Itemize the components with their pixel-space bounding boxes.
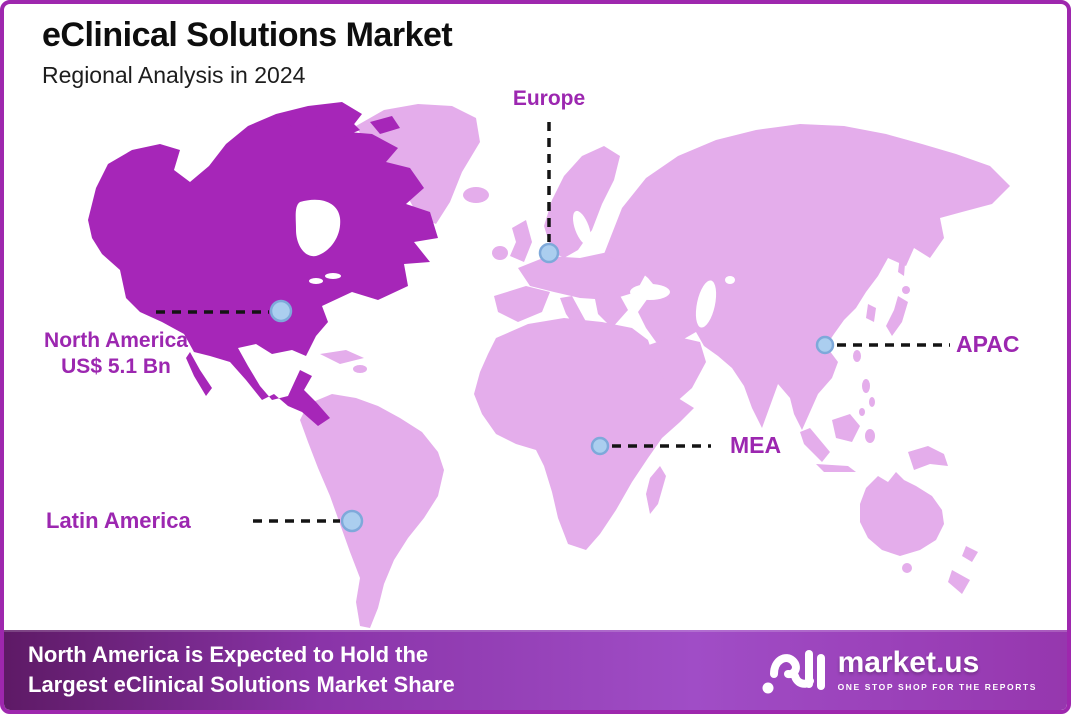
region-ireland: [492, 246, 508, 260]
region-baja-california: [186, 352, 212, 396]
region-asia: [604, 124, 1010, 430]
marker-apac: [815, 335, 835, 355]
region-hispaniola: [353, 365, 367, 373]
north-america-water: [295, 199, 341, 284]
logo-dot: [762, 682, 774, 694]
region-north-america: [88, 102, 438, 426]
marker-mea: [590, 436, 610, 456]
region-borneo: [832, 414, 860, 442]
marker-north-america: [269, 299, 293, 323]
label-mea: MEA: [730, 432, 782, 458]
region-new-zealand-south: [948, 570, 970, 594]
region-scandinavia: [544, 146, 620, 258]
region-iceland: [463, 187, 489, 203]
map-markers: [269, 242, 835, 533]
region-sakhalin: [898, 252, 906, 276]
leader-lines: [156, 122, 950, 523]
map-inland-seas: [572, 210, 735, 328]
region-sumatra: [800, 428, 830, 462]
region-hainan: [824, 366, 832, 374]
region-arctic-islands-3: [370, 116, 400, 134]
region-java: [816, 464, 856, 472]
black-sea: [630, 284, 670, 300]
region-britain: [510, 220, 532, 262]
label-north-america: North America US$ 5.1 Bn: [12, 328, 220, 381]
logo-spiral-stroke: [769, 654, 800, 679]
banner-headline: North America is Expected to Hold the La…: [28, 640, 455, 701]
region-australia: [860, 472, 944, 556]
region-taiwan: [853, 350, 861, 362]
hudson-bay: [295, 199, 341, 257]
region-balkans: [594, 292, 628, 328]
map-highlight-region: [88, 102, 438, 426]
region-philippines-3: [859, 408, 865, 416]
region-korea: [866, 304, 876, 322]
brand-words: market.us ONE STOP SHOP FOR THE REPORTS: [837, 646, 1037, 693]
baltic-sea: [572, 210, 592, 246]
region-arctic-islands-1: [256, 122, 300, 146]
brand-name: market.us: [837, 646, 980, 679]
caspian-sea: [695, 280, 717, 328]
region-sulawesi: [865, 429, 875, 443]
banner-line-2: Largest eClinical Solutions Market Share: [28, 672, 455, 697]
brand-logo: market.us ONE STOP SHOP FOR THE REPORTS: [762, 642, 1037, 698]
page-title: eClinical Solutions Market: [42, 16, 453, 54]
bottom-banner: North America is Expected to Hold the La…: [4, 630, 1067, 710]
region-africa: [474, 318, 694, 550]
region-madagascar: [646, 466, 666, 514]
marker-latin-america: [340, 509, 364, 533]
region-hokkaido: [902, 286, 910, 294]
region-philippines-1: [862, 379, 870, 393]
label-north-america-value: US$ 5.1 Bn: [61, 355, 171, 379]
region-tasmania: [902, 563, 912, 573]
region-cuba: [320, 350, 364, 364]
banner-line-1: North America is Expected to Hold the: [28, 641, 429, 667]
aral-sea: [725, 276, 735, 284]
region-japan: [886, 296, 908, 336]
region-new-zealand-north: [962, 546, 978, 562]
marker-europe: [538, 242, 560, 264]
great-lakes-2: [325, 273, 341, 279]
region-new-guinea: [908, 446, 948, 470]
market-us-logo-icon: [762, 650, 825, 694]
region-greenland: [356, 104, 480, 224]
great-lakes-1: [309, 278, 323, 284]
page-subtitle: Regional Analysis in 2024: [42, 62, 306, 88]
label-north-america-name: North America: [44, 329, 188, 352]
region-south-america: [300, 394, 444, 628]
region-iberia: [494, 286, 550, 322]
map-light-regions: [300, 104, 1010, 628]
world-map: [88, 102, 1010, 628]
region-philippines-2: [869, 397, 875, 407]
label-latin-america: Latin America: [46, 508, 191, 533]
label-apac: APAC: [956, 331, 1020, 357]
region-arctic-islands-2: [316, 118, 360, 140]
label-europe: Europe: [512, 87, 586, 110]
brand-tagline: ONE STOP SHOP FOR THE REPORTS: [837, 682, 1037, 692]
